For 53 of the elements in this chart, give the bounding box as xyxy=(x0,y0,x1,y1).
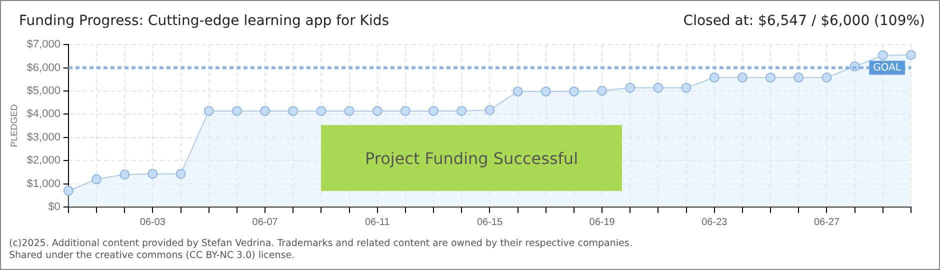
point xyxy=(512,86,523,96)
point xyxy=(204,106,214,116)
point xyxy=(484,105,495,116)
point xyxy=(428,106,439,116)
point xyxy=(400,106,410,116)
x-tick-label: 06-15 xyxy=(476,216,503,228)
point xyxy=(176,168,186,179)
point xyxy=(316,106,326,116)
y-tick-label: $7,000 xyxy=(26,38,60,51)
point xyxy=(148,168,158,179)
point xyxy=(625,82,636,93)
y-tick-label: $0 xyxy=(48,201,60,214)
point xyxy=(92,174,102,184)
x-tick-label: 06-19 xyxy=(589,216,616,228)
x-tick-label: 06-03 xyxy=(140,216,166,228)
banner: Project Funding Successful xyxy=(321,125,622,191)
point xyxy=(681,82,692,93)
point xyxy=(568,86,579,96)
point xyxy=(794,72,804,83)
y-axis-title: PLEDGED xyxy=(8,104,19,148)
point xyxy=(232,106,242,116)
text: Shared under the creative commons (CC BY-NC 3.0) license. xyxy=(9,250,295,261)
point xyxy=(540,86,551,96)
x-tick-label: 06-27 xyxy=(814,216,840,228)
text: (c)2025. Additional content provided by Stefan Vedrina. Trademarks and related content are owned by their respective companies. xyxy=(9,238,632,249)
point xyxy=(709,72,720,83)
y-tick-label: $3,000 xyxy=(26,131,60,144)
point xyxy=(120,170,130,180)
point xyxy=(906,50,916,60)
point xyxy=(372,106,382,116)
ref-line-label: GOAL xyxy=(873,62,902,74)
y-tick-label: $4,000 xyxy=(26,108,60,120)
y-tick-label: $6,000 xyxy=(26,62,60,74)
y-tick-label: $1,000 xyxy=(26,178,60,190)
point xyxy=(597,86,608,96)
point xyxy=(878,50,888,60)
point xyxy=(344,106,354,116)
x-tick-label: 06-07 xyxy=(252,216,278,228)
y-tick-label: $2,000 xyxy=(26,154,60,167)
annotation: Project Funding Successful xyxy=(364,148,578,168)
point xyxy=(288,106,298,116)
chart-title: Funding Progress: Cutting-edge learning app for Kids xyxy=(19,13,390,29)
point xyxy=(653,82,664,93)
text: Closed at: $6,547 / $6,000 (109%) xyxy=(683,13,925,29)
point xyxy=(822,72,832,83)
y-tick-label: $5,000 xyxy=(26,85,60,98)
x-tick-label: 06-23 xyxy=(702,216,728,228)
point xyxy=(766,72,776,83)
point xyxy=(63,186,74,196)
point xyxy=(737,72,748,83)
point xyxy=(456,106,467,116)
x-tick-label: 06-11 xyxy=(364,216,390,228)
point xyxy=(260,106,270,116)
